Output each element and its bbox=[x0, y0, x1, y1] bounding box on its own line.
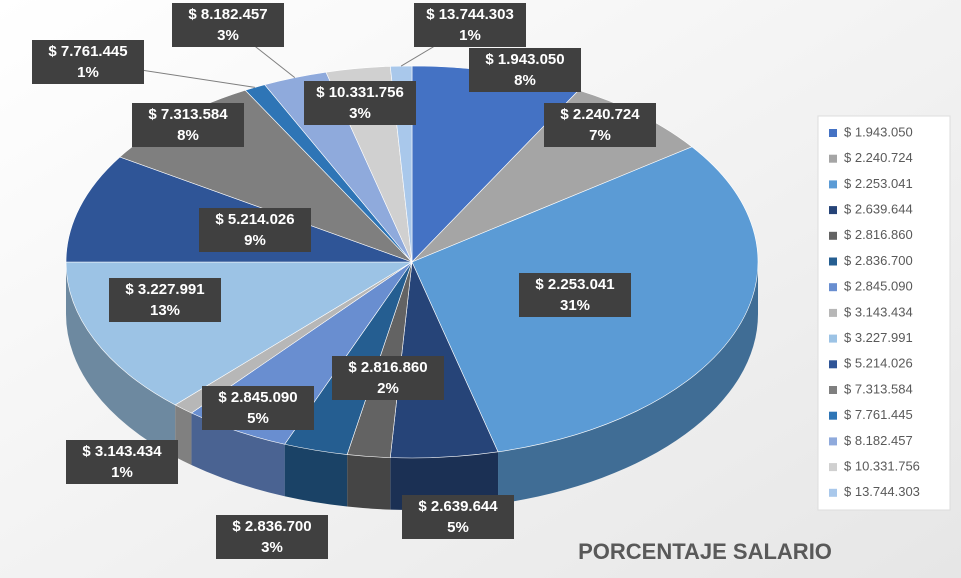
legend-label: $ 7.313.584 bbox=[844, 381, 913, 396]
slice-side bbox=[347, 454, 391, 510]
label-value: 13% bbox=[150, 302, 180, 319]
label-category: $ 5.214.026 bbox=[215, 211, 294, 228]
label-box bbox=[216, 515, 328, 559]
label-category: $ 2.240.724 bbox=[560, 106, 640, 123]
label-category: $ 8.182.457 bbox=[188, 6, 267, 23]
label-box bbox=[109, 278, 221, 322]
label-value: 2% bbox=[377, 380, 399, 397]
label-value: 3% bbox=[217, 27, 239, 44]
legend-label: $ 2.816.860 bbox=[844, 227, 913, 242]
label-value: 9% bbox=[244, 232, 266, 249]
label-box bbox=[199, 208, 311, 252]
legend-swatch bbox=[829, 488, 837, 497]
label-category: $ 7.313.584 bbox=[148, 106, 228, 123]
label-value: 1% bbox=[459, 27, 481, 44]
label-category: $ 13.744.303 bbox=[426, 6, 514, 23]
legend-swatch bbox=[829, 437, 837, 446]
legend-label: $ 13.744.303 bbox=[844, 484, 920, 499]
label-box bbox=[332, 356, 444, 400]
label-value: 5% bbox=[447, 519, 469, 536]
chart-title: PORCENTAJE SALARIO bbox=[578, 539, 832, 564]
label-category: $ 2.253.041 bbox=[535, 276, 614, 293]
label-value: 8% bbox=[514, 72, 536, 89]
label-value: 5% bbox=[247, 410, 269, 427]
slice-side bbox=[284, 444, 348, 507]
label-category: $ 2.836.700 bbox=[232, 518, 311, 535]
label-category: $ 2.816.860 bbox=[348, 359, 427, 376]
label-value: 8% bbox=[177, 127, 199, 144]
legend-swatch bbox=[829, 360, 837, 369]
legend-label: $ 2.240.724 bbox=[844, 150, 913, 165]
label-value: 3% bbox=[261, 539, 283, 556]
legend-label: $ 5.214.026 bbox=[844, 356, 913, 371]
label-category: $ 2.639.644 bbox=[418, 498, 498, 515]
legend-swatch bbox=[829, 129, 837, 137]
legend-label: $ 1.943.050 bbox=[844, 124, 913, 139]
data-labels: $ 1.943.050 8% $ 2.240.724 7% $ 2.253.041 31%… bbox=[32, 3, 656, 559]
legend-swatch bbox=[829, 206, 837, 215]
legend-swatch bbox=[829, 257, 837, 266]
legend-swatch bbox=[829, 463, 837, 472]
label-box bbox=[304, 81, 416, 125]
legend-swatch bbox=[829, 231, 837, 240]
label-box bbox=[544, 103, 656, 147]
label-value: 3% bbox=[349, 105, 371, 122]
legend-swatch bbox=[829, 180, 837, 189]
legend-swatch bbox=[829, 283, 837, 292]
label-box bbox=[202, 386, 314, 430]
label-box bbox=[519, 273, 631, 317]
legend-swatch bbox=[829, 411, 837, 420]
label-category: $ 10.331.756 bbox=[316, 84, 404, 101]
label-value: 7% bbox=[589, 127, 611, 144]
legend-label: $ 8.182.457 bbox=[844, 433, 913, 448]
label-box bbox=[32, 40, 144, 84]
legend-label: $ 2.845.090 bbox=[844, 279, 913, 294]
legend-label: $ 3.143.434 bbox=[844, 304, 913, 319]
label-box bbox=[414, 3, 526, 47]
label-value: 1% bbox=[77, 64, 99, 81]
label-box bbox=[172, 3, 284, 47]
legend-label: $ 3.227.991 bbox=[844, 330, 913, 345]
label-category: $ 3.227.991 bbox=[125, 281, 204, 298]
slice-side bbox=[498, 262, 758, 504]
legend-swatch bbox=[829, 308, 837, 317]
legend-label: $ 2.639.644 bbox=[844, 202, 913, 217]
legend-label: $ 10.331.756 bbox=[844, 459, 920, 474]
label-value: 31% bbox=[560, 297, 590, 314]
label-value: 1% bbox=[111, 464, 133, 481]
legend-label: $ 2.836.700 bbox=[844, 253, 913, 268]
legend bbox=[817, 115, 951, 511]
label-box bbox=[66, 440, 178, 484]
slice-side bbox=[66, 262, 176, 457]
slice-side bbox=[175, 404, 192, 466]
label-box bbox=[132, 103, 244, 147]
legend-swatch bbox=[829, 154, 837, 163]
label-box bbox=[402, 495, 514, 539]
legend-swatch bbox=[829, 334, 837, 343]
legend-label: $ 7.761.445 bbox=[844, 407, 913, 422]
legend-items: $ 1.943.050 $ 2.240.724 $ 2.253.041 $ 2.639… bbox=[829, 124, 920, 499]
legend-swatch bbox=[829, 386, 837, 394]
slice-side bbox=[191, 413, 285, 497]
label-box bbox=[469, 48, 581, 92]
label-category: $ 7.761.445 bbox=[48, 43, 127, 60]
label-category: $ 3.143.434 bbox=[82, 443, 162, 460]
legend-label: $ 2.253.041 bbox=[844, 176, 913, 191]
label-category: $ 1.943.050 bbox=[485, 51, 564, 68]
label-category: $ 2.845.090 bbox=[218, 389, 297, 406]
